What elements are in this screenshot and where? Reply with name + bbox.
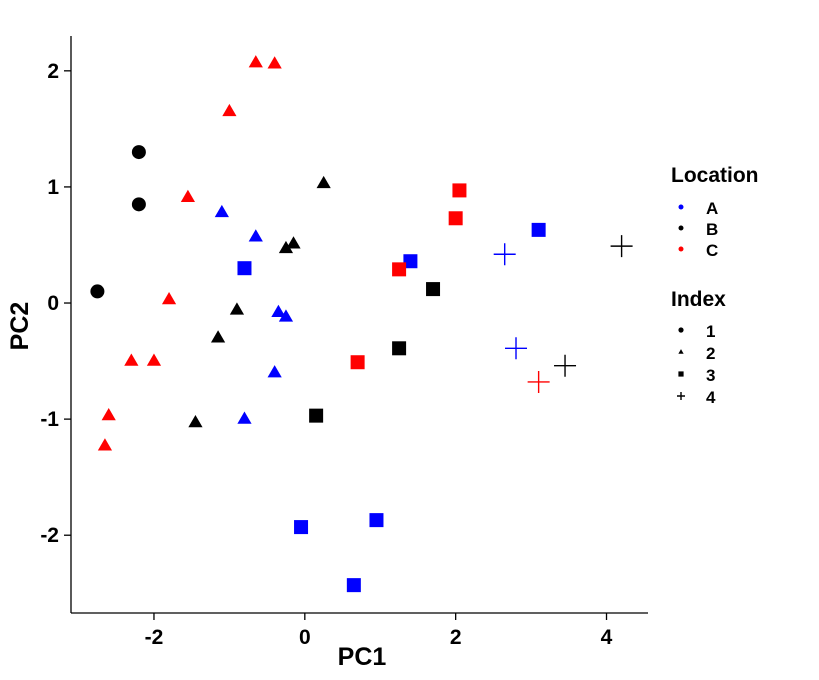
data-point: [124, 353, 139, 366]
legend-color-label: A: [706, 199, 718, 218]
data-point: [248, 55, 263, 68]
y-tick-label: -1: [40, 408, 59, 431]
axes: -2 0 2 4 -2 -1 0 1 2: [40, 36, 648, 649]
data-point: [237, 411, 252, 424]
legend-color-key: [678, 225, 684, 231]
data-point: [316, 175, 331, 189]
legend-shape-label: 2: [706, 344, 715, 363]
data-point: [493, 243, 516, 266]
data-point: [161, 291, 177, 305]
data-point: [294, 520, 309, 535]
legend-shape-key: [678, 349, 684, 354]
data-point: [131, 145, 146, 160]
data-point: [369, 513, 384, 528]
data-point: [346, 578, 361, 593]
data-point: [554, 354, 577, 377]
data-point: [267, 56, 282, 69]
data-point: [505, 337, 528, 360]
y-tick-label: 1: [47, 176, 59, 199]
legend-shape-key: [678, 371, 684, 377]
data-point: [146, 353, 162, 366]
data-point: [531, 222, 546, 237]
legend-shape-title: Index: [671, 288, 726, 311]
data-point: [426, 282, 441, 297]
data-point: [278, 240, 294, 254]
legend-color-key: [678, 246, 684, 252]
data-point: [448, 211, 463, 226]
x-tick-label: -2: [145, 626, 164, 649]
legend: Location Index ABC 1 2 3 4: [671, 164, 759, 407]
data-point: [90, 284, 105, 299]
data-point: [350, 355, 365, 370]
x-axis-title: PC1: [338, 643, 387, 671]
legend-shape-label: 4: [706, 388, 716, 407]
data-point: [527, 370, 550, 393]
data-point: [214, 204, 229, 218]
data-point: [271, 304, 286, 317]
x-tick-label: 0: [299, 626, 311, 649]
data-point: [101, 408, 116, 421]
data-point: [452, 183, 467, 198]
legend-shape-key: [677, 392, 685, 400]
data-point: [248, 229, 263, 242]
legend-color-label: C: [706, 241, 718, 260]
legend-color-title: Location: [671, 164, 759, 187]
y-tick-label: 2: [47, 60, 59, 83]
data-point: [188, 415, 203, 428]
y-tick-label: 0: [47, 292, 59, 315]
data-point: [131, 197, 146, 212]
data-point: [403, 254, 418, 269]
y-axis-title: PC2: [6, 302, 34, 351]
y-tick-label: -2: [40, 524, 59, 547]
x-tick-label: 4: [601, 626, 613, 649]
x-tick-label: 2: [450, 626, 462, 649]
legend-shape-key: [678, 327, 684, 333]
data-point: [267, 365, 282, 378]
data-point: [180, 189, 196, 203]
data-point: [222, 103, 237, 117]
legend-color-label: B: [706, 220, 718, 239]
data-point: [309, 408, 324, 423]
legend-shape-label: 3: [706, 366, 715, 385]
data-point: [229, 302, 245, 315]
data-point: [392, 262, 407, 277]
legend-shape-label: 1: [706, 322, 715, 341]
data-point: [392, 341, 407, 356]
data-point: [210, 330, 226, 343]
data-point: [278, 309, 294, 322]
data-point: [610, 235, 633, 258]
data-points: [90, 55, 633, 593]
data-point: [237, 261, 252, 276]
legend-color-key: [678, 204, 684, 210]
data-point: [286, 236, 301, 249]
data-point: [97, 438, 113, 451]
